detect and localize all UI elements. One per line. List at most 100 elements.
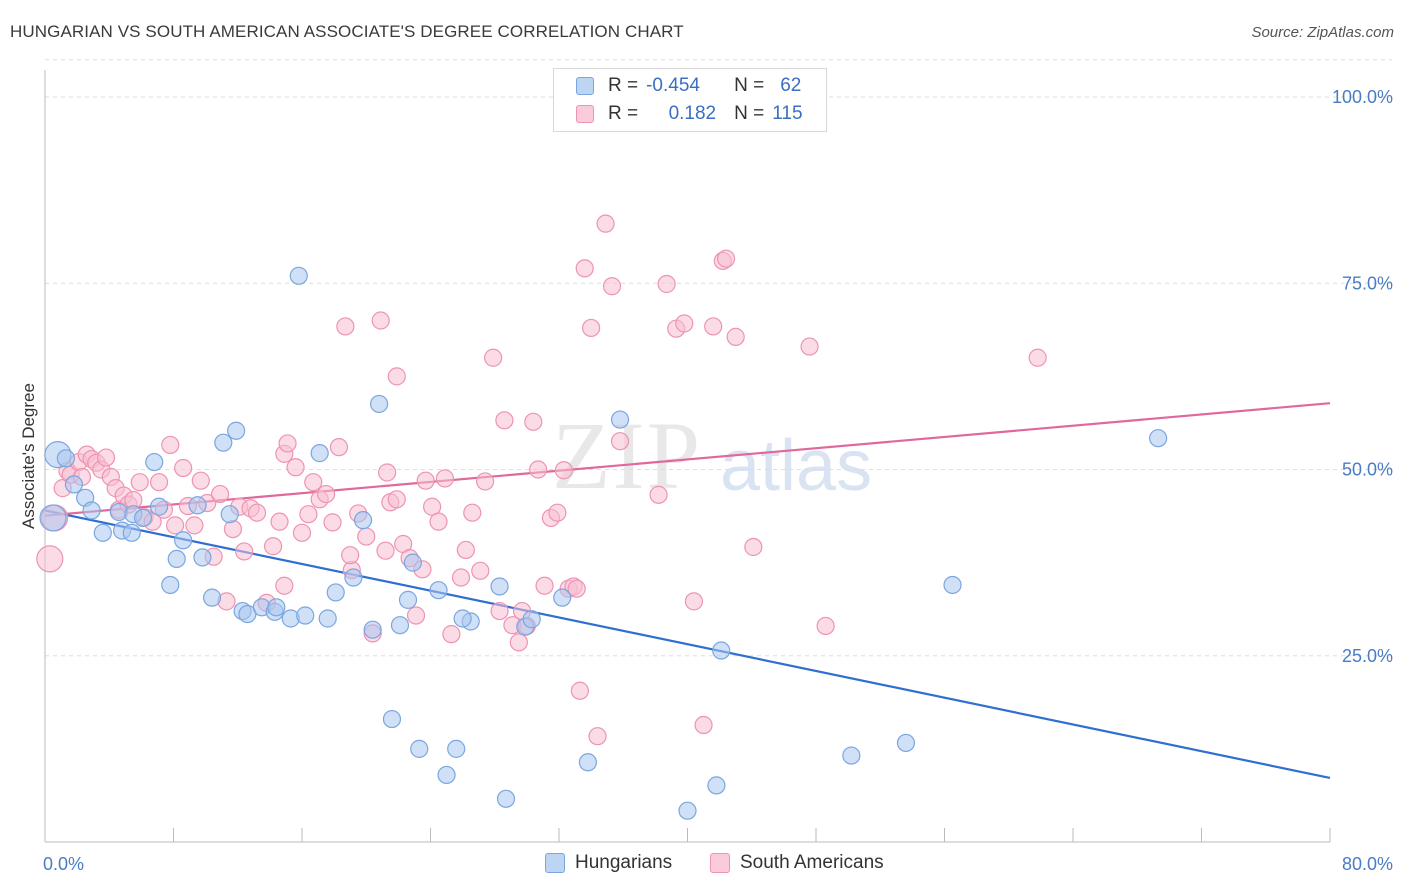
south-american-point	[657, 274, 676, 294]
south-american-point	[675, 314, 694, 333]
hungarian-point	[122, 523, 141, 542]
hungarian-point	[289, 266, 308, 285]
south-american-point	[463, 503, 482, 522]
chart-title: HUNGARIAN VS SOUTH AMERICAN ASSOCIATE'S …	[10, 22, 684, 41]
south-american-point	[435, 469, 455, 488]
south-american-point	[357, 527, 376, 546]
south-american-point	[582, 318, 601, 338]
hungarian-point	[214, 433, 233, 452]
legend-r-value: -0.454	[646, 75, 700, 96]
hungarian-point	[326, 583, 345, 602]
south-american-point	[387, 490, 406, 509]
south-american-point	[36, 545, 64, 573]
south-american-point	[292, 523, 312, 542]
hungarian-point	[82, 501, 101, 520]
axes	[44, 70, 1331, 843]
hungarian-point	[188, 496, 207, 515]
hungarian-point	[193, 548, 212, 567]
south-american-point	[174, 458, 193, 478]
bottom-legend-south-americans: South Americans	[710, 852, 884, 874]
south-american-point	[451, 568, 471, 587]
south-american-point	[275, 576, 294, 595]
south-american-point	[694, 715, 713, 735]
south-american-point	[270, 512, 289, 531]
hungarian-point	[64, 475, 84, 494]
south-american-point	[567, 579, 586, 598]
hungarian-point	[578, 753, 598, 772]
south-american-point	[602, 277, 622, 296]
y-tick-label: 75.0%	[1342, 273, 1393, 293]
legend-n-label: N =	[734, 103, 765, 124]
watermark-atlas: atlas	[720, 426, 873, 506]
south-american-point	[149, 473, 169, 492]
south-american-point	[286, 458, 305, 477]
south-american-point	[235, 542, 254, 561]
south-american-point	[575, 259, 594, 278]
y-tick-label: 50.0%	[1342, 460, 1393, 480]
hungarians-points	[39, 266, 1168, 820]
south-american-point	[223, 519, 243, 539]
hungarian-point	[610, 410, 630, 429]
hungarian-point	[353, 511, 373, 530]
hungarian-point	[174, 531, 193, 550]
bottom-legend-swatch-blue	[545, 853, 565, 873]
trend-lines	[44, 402, 1331, 780]
south-americans-trend-line	[44, 402, 1331, 517]
south-american-point	[800, 337, 819, 356]
south-american-point	[442, 625, 461, 644]
south-american-point	[554, 461, 573, 480]
hungarian-point	[943, 575, 962, 595]
south-american-point	[490, 601, 509, 621]
south-american-point	[210, 484, 230, 504]
x-tick-label: 80.0%	[1342, 854, 1393, 874]
hungarian-point	[896, 733, 916, 753]
grid-lines	[45, 59, 1392, 657]
south-american-point	[263, 537, 283, 556]
hungarian-point	[490, 577, 509, 596]
hungarian-point	[363, 620, 382, 639]
hungarian-point	[678, 801, 697, 820]
hungarian-point	[202, 588, 222, 607]
hungarian-point	[370, 394, 389, 414]
south-american-point	[726, 327, 745, 346]
y-tick-label: 100.0%	[1332, 87, 1393, 107]
south-american-point	[476, 472, 495, 491]
legend-row-south-americans: R = 0.182 N = 115	[576, 101, 803, 127]
south-american-point	[704, 317, 723, 336]
south-american-point	[529, 460, 548, 479]
south-americans-points	[36, 214, 1047, 746]
hungarian-point	[453, 609, 472, 628]
y-axis-label: Associate's Degree	[19, 383, 38, 529]
hungarian-point	[149, 497, 169, 516]
hungarian-point	[712, 641, 731, 660]
south-american-point	[166, 516, 185, 535]
hungarian-point	[447, 739, 466, 758]
hungarians-trend-line	[44, 509, 1331, 780]
south-american-point	[185, 516, 204, 535]
hungarian-point	[398, 590, 418, 609]
south-american-point	[509, 633, 528, 652]
south-american-point	[304, 473, 323, 492]
south-american-point	[247, 503, 267, 522]
south-american-point	[535, 576, 554, 595]
south-american-point	[716, 249, 736, 268]
south-american-point	[484, 348, 503, 367]
south-american-point	[161, 435, 180, 455]
bottom-legend-label: South Americans	[740, 852, 884, 873]
south-american-point	[336, 317, 355, 336]
south-american-point	[495, 411, 514, 430]
south-american-point	[96, 448, 116, 467]
hungarian-point	[390, 616, 410, 635]
tick-labels: 25.0% 50.0% 75.0% 100.0% 0.0% 80.0%	[43, 87, 1393, 874]
hungarian-point	[227, 421, 246, 440]
south-american-point	[570, 681, 589, 700]
hungarian-point	[842, 746, 861, 765]
hungarian-point	[553, 588, 572, 607]
hungarian-point	[410, 739, 429, 758]
south-american-point	[596, 214, 615, 233]
south-american-point	[524, 412, 543, 431]
hungarian-point	[522, 610, 541, 629]
south-american-point	[684, 592, 704, 611]
south-american-point	[816, 616, 835, 636]
